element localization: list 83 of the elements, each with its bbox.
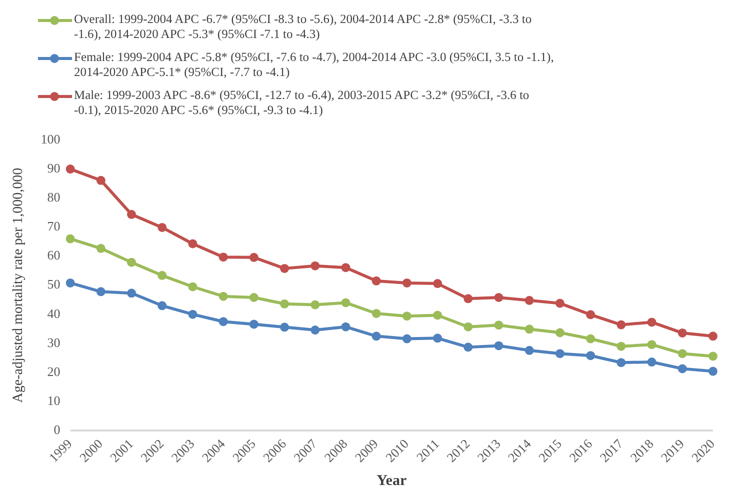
point	[188, 239, 198, 248]
point	[464, 294, 473, 304]
point	[66, 164, 75, 174]
point	[66, 278, 75, 288]
y-tick-label: 90	[47, 160, 60, 176]
point	[555, 328, 564, 338]
y-tick-label: 80	[47, 190, 60, 205]
point	[188, 310, 198, 319]
point	[249, 320, 258, 329]
point	[127, 210, 136, 219]
point	[524, 324, 534, 334]
point	[310, 300, 320, 310]
point	[96, 244, 106, 253]
point	[708, 366, 718, 376]
point	[616, 358, 626, 368]
point	[678, 364, 687, 374]
y-tick-label: 20	[47, 364, 60, 379]
legend-label: Overall: 1999-2004 APC -6.7* (95%CI -8.3 to -5.6), 2004-2014 APC -2.8* (95%CI, -3.3 to -1.6), 2014-2020 APC -5.3* (95%CI -7.1 to -4.3)	[74, 12, 533, 42]
point	[433, 334, 442, 343]
point	[616, 342, 626, 351]
point	[158, 270, 167, 280]
point	[66, 234, 75, 244]
point	[494, 292, 504, 302]
point	[678, 349, 687, 358]
point	[647, 358, 656, 367]
point	[678, 328, 687, 338]
y-tick-label: 0	[54, 422, 60, 438]
point	[494, 341, 504, 350]
point	[708, 332, 718, 341]
point	[96, 287, 106, 296]
point	[524, 296, 534, 305]
point	[341, 263, 350, 272]
point	[402, 312, 412, 321]
point	[586, 310, 596, 320]
point	[402, 278, 412, 288]
point	[586, 351, 596, 360]
point	[158, 222, 167, 232]
point	[555, 349, 564, 358]
point	[96, 176, 106, 185]
point	[218, 317, 228, 326]
point	[249, 252, 258, 262]
point	[372, 276, 381, 286]
point	[555, 298, 564, 308]
point	[402, 334, 412, 344]
x-axis-title: Year	[376, 472, 407, 489]
point	[218, 252, 228, 262]
x-tick-label: 1999	[46, 436, 75, 466]
point	[280, 322, 290, 332]
point	[433, 279, 442, 288]
y-tick-label: 40	[47, 306, 60, 321]
point	[127, 288, 136, 298]
point	[464, 322, 473, 332]
point	[188, 282, 198, 292]
y-tick-label: 60	[47, 248, 60, 263]
legend-label: Female: 1999-2004 APC -5.8* (95%CI, -7.6 to -4.7), 2004-2014 APC -3.0 (95%CI, 3.5 to -1.1), 2014-2020 APC-5.1* (95%CI, -7.7 to -4.1)	[74, 50, 555, 80]
point	[524, 346, 534, 355]
point	[464, 342, 473, 352]
point	[647, 340, 656, 350]
y-tick-label: 50	[47, 276, 60, 292]
point	[310, 261, 320, 270]
point	[494, 320, 504, 330]
legend-label: Male: 1999-2003 APC -8.6* (95%CI, -12.7 to -6.4), 2003-2015 APC -3.2* (95%CI, -3.6 to -0.1), 2015-2020 APC -5.6* (95%CI, -9.3 to -4.1)	[74, 88, 530, 118]
point	[372, 308, 381, 318]
y-axis-title: Age-adjusted mortality rate per 1,000,000	[11, 168, 26, 403]
point	[249, 292, 258, 302]
point	[158, 301, 167, 310]
point	[708, 352, 718, 361]
point	[372, 332, 381, 341]
point	[310, 326, 320, 335]
y-tick-label: 10	[47, 392, 60, 408]
y-tick-label: 100	[40, 131, 60, 146]
point	[218, 292, 228, 301]
y-tick-label: 30	[47, 334, 60, 350]
point	[616, 320, 626, 330]
point	[647, 318, 656, 327]
point	[341, 298, 350, 308]
point	[127, 258, 136, 267]
point	[280, 299, 290, 308]
y-tick-label: 70	[47, 218, 60, 234]
point	[433, 310, 442, 320]
point	[341, 322, 350, 332]
point	[280, 264, 290, 273]
point	[586, 334, 596, 344]
